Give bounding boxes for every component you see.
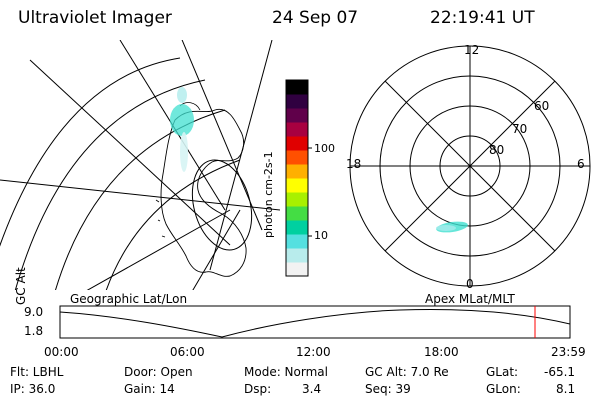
- y-tick-low: 1.8: [24, 324, 44, 338]
- mlt-label-6: 6: [577, 157, 585, 171]
- colorbar-segment: [286, 178, 308, 193]
- lat-label-80: 80: [489, 143, 505, 157]
- gc-alt-axis-text: GC Alt: [14, 267, 28, 305]
- geographic-caption: Geographic Lat/Lon: [70, 292, 188, 306]
- gc-alt-value: GC Alt: 7.0 Re: [365, 365, 449, 379]
- y-tick-high: 9.0: [24, 305, 44, 319]
- filter-value: Flt: LBHL: [10, 365, 64, 379]
- longitude-line: [192, 209, 241, 290]
- timeline-frame: [59, 305, 571, 339]
- colorbar-segment: [286, 80, 308, 95]
- mlt-label-12: 12: [464, 43, 480, 57]
- longitude-line: [0, 179, 280, 211]
- colorbar-unit-text: photon cm-2s-1: [262, 151, 275, 238]
- lat-label-60: 60: [534, 99, 550, 113]
- longitude-line: [181, 40, 263, 231]
- glat-value: -65.1: [544, 365, 576, 379]
- colorbar-segment: [286, 108, 308, 123]
- colorbar-segment: [286, 94, 308, 109]
- glat-label: GLat:: [486, 365, 519, 379]
- colorbar-tick-100: 100: [314, 142, 335, 155]
- colorbar-segment: [286, 248, 308, 263]
- altitude-curve: [59, 309, 571, 338]
- door-value: Door: Open: [124, 365, 193, 379]
- colorbar-segment: [286, 122, 308, 137]
- mlt-label-18: 18: [346, 157, 362, 171]
- polar-plot: [349, 45, 591, 287]
- colorbar-tick-10: 10: [314, 229, 328, 242]
- colorbar-segment: [286, 150, 308, 165]
- colorbar-segment: [286, 220, 308, 235]
- seq-value: Seq: 39: [365, 382, 411, 396]
- gc-alt-axis-label: GC Alt: [14, 267, 28, 305]
- ip-value: IP: 36.0: [10, 382, 56, 396]
- colorbar-segment: [286, 192, 308, 207]
- x-tick-0600: 06:00: [170, 345, 205, 359]
- aurora-oval: [436, 221, 468, 233]
- gain-value: Gain: 14: [124, 382, 175, 396]
- mode-value: Mode: Normal: [244, 365, 328, 379]
- longitude-line: [86, 209, 231, 290]
- latitude-arc: [14, 79, 206, 290]
- geographic-map: [0, 40, 280, 290]
- altitude-timeline: [59, 305, 571, 339]
- latitude-arc: [55, 109, 226, 290]
- colorbar-unit-label: photon cm-2s-1: [262, 151, 275, 238]
- glon-value: 8.1: [556, 382, 576, 396]
- instrument-title: Ultraviolet Imager: [18, 8, 172, 28]
- dsp-value: 3.4: [302, 382, 322, 396]
- latitude-arc: [105, 159, 241, 290]
- antarctica-coastline: [160, 108, 247, 277]
- glon-label: GLon:: [486, 382, 521, 396]
- colorbar-segment: [286, 262, 308, 277]
- x-tick-2359: 23:59: [551, 345, 586, 359]
- dsp-label: Dsp:: [244, 382, 272, 396]
- latitude-arc: [0, 57, 181, 247]
- magnetic-caption: Apex MLat/MLT: [425, 292, 515, 306]
- longitude-line: [209, 40, 273, 271]
- x-tick-1800: 18:00: [424, 345, 459, 359]
- colorbar: [285, 79, 312, 277]
- colorbar-segment: [286, 206, 308, 221]
- colorbar-segment: [286, 234, 308, 249]
- colorbar-stack: [286, 80, 308, 277]
- colorbar-segment: [286, 136, 308, 151]
- lat-label-70: 70: [512, 122, 528, 136]
- colorbar-segment: [286, 164, 308, 179]
- coastline-fragment: [155, 199, 166, 238]
- mlt-diagonal: [384, 80, 556, 252]
- x-tick-1200: 12:00: [296, 345, 331, 359]
- time-label: 22:19:41 UT: [430, 8, 535, 28]
- x-tick-0000: 00:00: [44, 345, 79, 359]
- aurora-patch: [170, 87, 194, 172]
- mlt-label-0: 0: [466, 277, 474, 291]
- pole-ellipse: [191, 159, 253, 251]
- longitude-line: [29, 59, 231, 246]
- date-label: 24 Sep 07: [272, 8, 359, 28]
- colorbar-frame: [285, 79, 309, 277]
